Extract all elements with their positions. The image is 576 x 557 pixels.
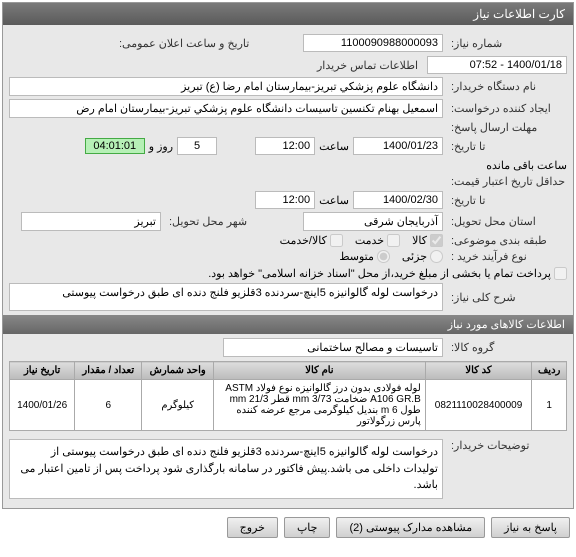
goods-service-check[interactable]: کالا/خدمت	[280, 234, 343, 247]
time1-field: 12:00	[255, 137, 315, 155]
group-label: طبقه بندی موضوعی:	[447, 234, 567, 247]
time2-field: 12:00	[255, 191, 315, 209]
time-word: ساعت	[319, 140, 349, 153]
cell-name: لوله فولادی بدون درز گالوانیزه نوع فولاد…	[214, 380, 426, 431]
creator-label: ایجاد کننده درخواست:	[447, 102, 567, 115]
remain-label: ساعت باقی مانده	[486, 159, 567, 172]
time-word2: ساعت	[319, 194, 349, 207]
panel-title: کارت اطلاعات نیاز	[3, 3, 573, 25]
panel2-title: اطلاعات کالاهای مورد نیاز	[3, 315, 573, 334]
cell-date: 1400/01/26	[10, 380, 75, 431]
city-field: تبریز	[21, 212, 161, 231]
credit-label: حداقل تاریخ اعتبار قیمت:	[447, 175, 567, 188]
remain-time: 04:01:01	[85, 138, 145, 154]
view-attach-button[interactable]: مشاهده مدارک پیوستی (2)	[336, 517, 485, 538]
th-date: تاریخ نیاز	[10, 362, 75, 380]
goods-check[interactable]: کالا	[412, 234, 443, 247]
items-table: ردیف کد کالا نام کالا واحد شمارش تعداد /…	[9, 361, 567, 431]
date1-field: 1400/01/23	[353, 137, 443, 155]
th-code: کد کالا	[425, 362, 532, 380]
buyer-desc-field: درخواست لوله گالوانیزه 5اینچ-سردنده 3قلز…	[9, 439, 443, 499]
date2-field: 1400/02/30	[353, 191, 443, 209]
buyer-field: دانشگاه علوم پزشکي تبريز-بيمارستان امام …	[9, 77, 443, 96]
th-row: ردیف	[532, 362, 567, 380]
table-row[interactable]: 1 0821110028400009 لوله فولادی بدون درز …	[10, 380, 567, 431]
medium-radio[interactable]: متوسط	[339, 250, 390, 263]
goods-group-label: گروه کالا:	[447, 341, 567, 354]
desc-label: شرح کلی نیاز:	[447, 291, 567, 304]
need-no-label: شماره نیاز:	[447, 37, 567, 50]
province-field: آذربایجان شرقی	[303, 212, 443, 231]
cell-qty: 6	[75, 380, 142, 431]
back-button[interactable]: پاسخ به نیاز	[491, 517, 570, 538]
desc-field: درخواست لوله گالوانیزه 5اینچ-سردنده 3قلز…	[9, 283, 443, 311]
process-note-check[interactable]: پرداخت تمام یا بخشی از مبلغ خرید،از محل …	[208, 267, 567, 280]
creator-field: اسمعيل بهنام تكنسين تاسيسات دانشگاه علوم…	[9, 99, 443, 118]
service-check[interactable]: خدمت	[355, 234, 400, 247]
print-button[interactable]: چاپ	[284, 517, 331, 538]
process-label: نوع فرآیند خرید :	[447, 250, 567, 263]
exit-button[interactable]: خروج	[227, 517, 278, 538]
need-no-field: 1100090988000093	[303, 34, 443, 52]
days-word: روز و	[149, 140, 173, 153]
cell-row: 1	[532, 380, 567, 431]
deadline-label: مهلت ارسال پاسخ:	[447, 121, 567, 134]
until-label: تا تاریخ:	[447, 140, 567, 153]
city-label: شهر محل تحویل:	[165, 215, 265, 228]
th-qty: تعداد / مقدار	[75, 362, 142, 380]
announce-label: تاریخ و ساعت اعلان عمومی:	[115, 37, 275, 50]
small-radio[interactable]: جزئی	[402, 250, 443, 263]
cell-code: 0821110028400009	[425, 380, 532, 431]
buyer-desc-label: توضیحات خریدار:	[447, 439, 567, 452]
buyer-label: نام دستگاه خریدار:	[447, 80, 567, 93]
contact-label: اطلاعات تماس خریدار	[313, 59, 423, 72]
th-unit: واحد شمارش	[142, 362, 214, 380]
cell-unit: کیلوگرم	[142, 380, 214, 431]
goods-group-field: تاسیسات و مصالح ساختمانی	[223, 338, 443, 357]
th-name: نام کالا	[214, 362, 426, 380]
announce-field: 1400/01/18 - 07:52	[427, 56, 567, 74]
province-label: استان محل تحویل:	[447, 215, 567, 228]
to-date-label: تا تاریخ:	[447, 194, 567, 207]
days-field: 5	[177, 137, 217, 155]
